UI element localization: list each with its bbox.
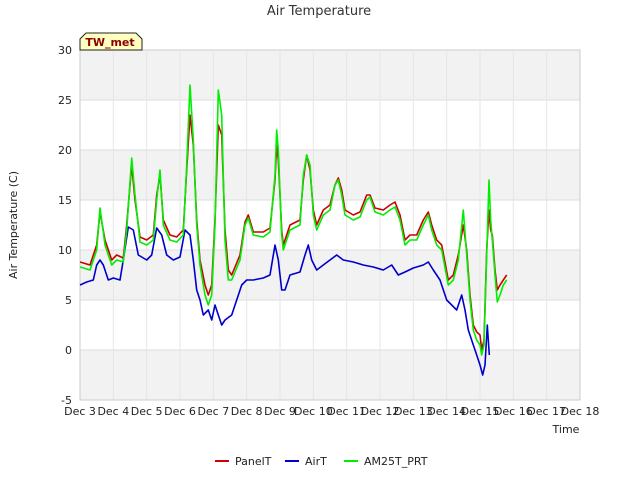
- y-tick-label: 10: [58, 244, 72, 257]
- chart-title: Air Temperature: [267, 4, 371, 19]
- x-tick-label: Dec 12: [361, 405, 400, 418]
- x-tick-label: Dec 11: [327, 405, 366, 418]
- shaded-band-2: [80, 150, 580, 200]
- legend-label: AM25T_PRT: [364, 455, 428, 468]
- shaded-band-0: [80, 350, 580, 400]
- x-tick-label: Dec 3: [64, 405, 96, 418]
- x-tick-label: Dec 13: [394, 405, 433, 418]
- legend-item-airt: AirT: [285, 455, 327, 468]
- y-tick-label: 25: [58, 94, 72, 107]
- legend-item-panelt: PanelT: [215, 455, 272, 468]
- y-tick-label: 30: [58, 44, 72, 57]
- station-badge-label: TW_met: [85, 36, 134, 49]
- x-tick-label: Dec 5: [131, 405, 163, 418]
- series-line-am25t-prt: [79, 84, 508, 356]
- y-tick-label: 5: [65, 294, 72, 307]
- y-tick-label: 15: [58, 194, 72, 207]
- y-tick-label: 20: [58, 144, 72, 157]
- station-badge-shape: [79, 32, 143, 51]
- y-axis-ticks: -5 0 5 10 15 20 25 30: [58, 44, 72, 407]
- x-axis-title: Time: [552, 423, 580, 436]
- shaded-band-1: [80, 250, 580, 300]
- x-tick-label: Dec 6: [164, 405, 196, 418]
- series-lines: [79, 84, 508, 376]
- x-tick-label: Dec 9: [264, 405, 296, 418]
- shaded-bands: [80, 50, 580, 400]
- legend-label: PanelT: [235, 455, 272, 468]
- x-tick-label: Dec 15: [461, 405, 500, 418]
- station-badge: TW_met: [79, 32, 143, 51]
- legend-label: AirT: [305, 455, 327, 468]
- series-line-airt: [79, 226, 491, 376]
- x-tick-label: Dec 16: [494, 405, 533, 418]
- x-tick-label: Dec 14: [427, 405, 466, 418]
- plot-frame: [79, 49, 581, 401]
- x-tick-label: Dec 4: [97, 405, 129, 418]
- x-tick-label: Dec 10: [294, 405, 333, 418]
- x-tick-label: Dec 17: [527, 405, 566, 418]
- y-tick-label: 0: [65, 344, 72, 357]
- legend-item-am25t-prt: AM25T_PRT: [344, 455, 428, 468]
- x-tick-label: Dec 7: [197, 405, 229, 418]
- x-tick-label: Dec 8: [231, 405, 263, 418]
- y-tick-label: -5: [61, 394, 72, 407]
- legend: PanelT AirT AM25T_PRT: [215, 455, 428, 468]
- shaded-band-3: [80, 50, 580, 100]
- y-axis-title: Air Temperature (C): [7, 171, 20, 279]
- x-tick-label: Dec 18: [561, 405, 600, 418]
